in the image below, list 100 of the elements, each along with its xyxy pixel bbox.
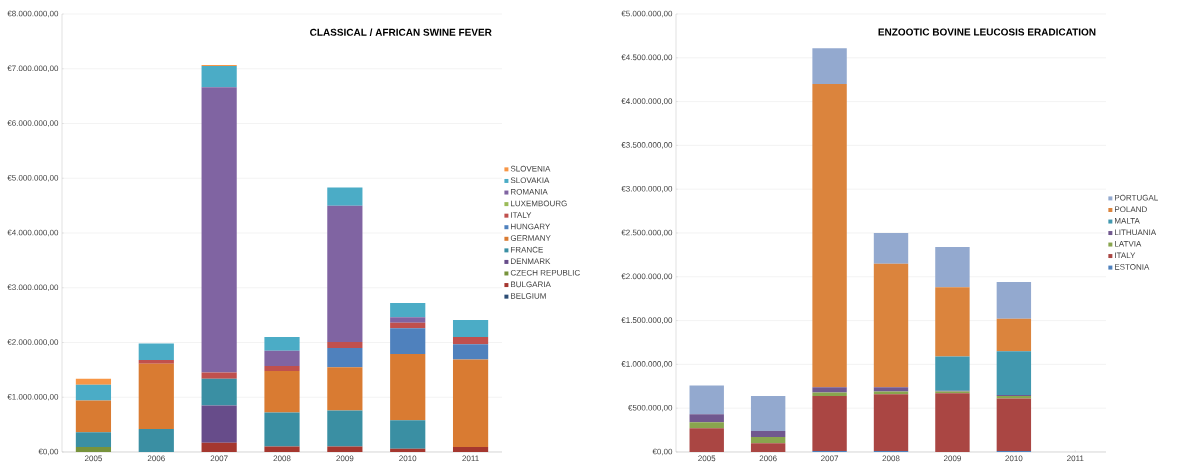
bar [689, 385, 724, 415]
bar [452, 359, 489, 448]
bar [75, 447, 112, 452]
bar [750, 430, 786, 438]
legend-label: SLOVENIA [510, 165, 551, 172]
bar [264, 370, 300, 413]
y-tick-label: €2.000.000,00 [621, 273, 673, 281]
text: ENZOOTIC BOVINE LEUCOSIS ERADICATION [878, 28, 1096, 36]
bar [75, 378, 112, 385]
bar [935, 287, 970, 357]
y-tick-label: €2.000.000,00 [7, 339, 59, 346]
bar [812, 387, 847, 393]
bar [264, 366, 300, 371]
x-tick-label: 2009 [336, 455, 354, 462]
y-tick-label: €3.000.000,00 [7, 284, 59, 292]
legend-label: PORTUGAL [1115, 194, 1158, 201]
bar [452, 447, 489, 452]
x-tick-label: 2010 [1005, 455, 1023, 462]
y-tick-label: €6.000.000,00 [7, 120, 59, 127]
bar [996, 282, 1032, 319]
bar [390, 322, 426, 329]
text: CLASSICAL / AFRICAN SWINE FEVER [310, 28, 492, 36]
legend-label: MALTA [1115, 218, 1140, 224]
y-tick-label: €1.500.000,00 [621, 317, 673, 324]
legend-label: DENMARK [511, 258, 551, 264]
legend-label: LATVIA [1115, 241, 1142, 247]
bar [264, 412, 300, 447]
bar [390, 328, 426, 354]
x-tick-label: 2011 [462, 455, 479, 462]
bar [689, 414, 724, 423]
bar [201, 378, 237, 406]
bar [201, 442, 237, 452]
bar [327, 367, 363, 411]
bar [327, 341, 363, 348]
y-tick-label: €5.000.000,00 [621, 10, 673, 18]
bar [873, 394, 909, 452]
x-tick-label: 2008 [882, 455, 900, 462]
y-tick-label: €1.000.000,00 [7, 393, 59, 401]
bar [812, 48, 847, 85]
bar [689, 422, 724, 429]
bar [390, 448, 426, 452]
y-tick-label: €0,00 [652, 448, 673, 456]
y-tick-label: €2.500.000,00 [621, 229, 673, 237]
bar [935, 247, 970, 288]
bar [201, 372, 237, 379]
x-tick-label: 2008 [273, 455, 291, 462]
legend-label: HUNGARY [511, 223, 551, 230]
legend-label: LITHUANIA [1115, 229, 1157, 236]
legend-label: BELGIUM [511, 293, 546, 299]
y-tick-label: €7.000.000,00 [7, 65, 59, 73]
y-tick-label: €3.500.000,00 [621, 142, 673, 149]
y-tick-label: €0,00 [38, 448, 59, 456]
x-tick-label: 2005 [698, 455, 716, 462]
bar [812, 392, 847, 396]
bar [935, 356, 970, 391]
legend-label: SLOVAKIA [510, 177, 550, 184]
bar [873, 387, 909, 392]
bar [996, 351, 1032, 396]
legend-label: BULGARIA [511, 281, 551, 288]
legend-label: ITALY [511, 212, 532, 218]
bar [390, 303, 426, 318]
x-tick-label: 2011 [1067, 455, 1084, 462]
bar [689, 428, 724, 452]
legend-label: ITALY [1115, 252, 1136, 259]
y-tick-label: €4.500.000,00 [621, 54, 673, 62]
bar [812, 84, 847, 388]
x-tick-label: 2006 [759, 455, 777, 462]
x-tick-label: 2010 [399, 455, 417, 462]
y-tick-label: €500.000,00 [628, 404, 673, 412]
x-tick-label: 2007 [210, 455, 228, 462]
x-tick-label: 2006 [147, 455, 165, 462]
y-tick-label: €8.000.000,00 [7, 10, 59, 18]
bar [264, 337, 300, 351]
bar [390, 420, 426, 449]
x-tick-label: 2009 [943, 455, 961, 462]
bar [75, 384, 112, 401]
bar [201, 66, 237, 88]
bar [873, 233, 909, 264]
legend-label: ESTONIA [1115, 264, 1150, 270]
bar [327, 187, 363, 206]
bar [390, 354, 426, 421]
bar [452, 320, 489, 338]
bar [873, 263, 909, 388]
y-tick-label: €4.000.000,00 [621, 98, 673, 105]
bar [264, 446, 300, 452]
bar [138, 363, 174, 429]
y-tick-label: €1.000.000,00 [621, 361, 673, 368]
legend-label: FRANCE [511, 246, 543, 253]
bar [812, 395, 847, 452]
bar [138, 343, 174, 361]
bar [750, 443, 786, 452]
y-tick-label: €3.000.000,00 [621, 185, 673, 193]
bar [452, 337, 489, 345]
bar [75, 432, 112, 448]
bar [750, 437, 786, 444]
bar [201, 87, 237, 373]
bar [138, 429, 174, 452]
legend-label: GERMANY [510, 235, 551, 241]
bar [327, 446, 363, 452]
bar [996, 398, 1032, 452]
